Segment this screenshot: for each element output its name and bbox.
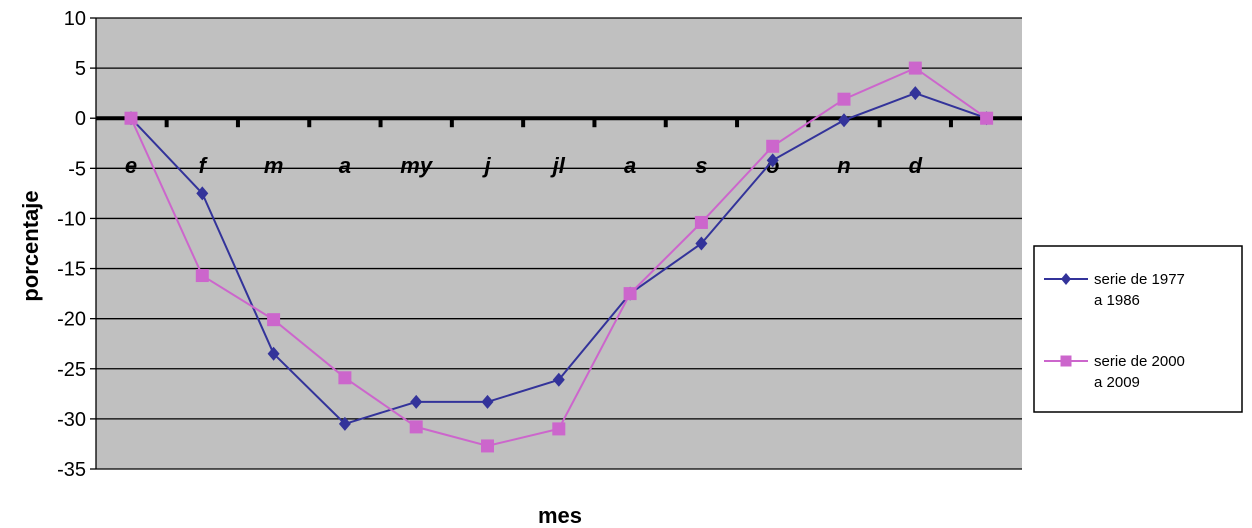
- legend-item-1: serie de 1977 a 1986: [1044, 271, 1185, 309]
- y-tick-label: -15: [57, 259, 86, 281]
- data-point: [908, 61, 922, 75]
- x-category-label: my: [400, 153, 434, 178]
- y-tick-label: 5: [75, 58, 86, 80]
- x-category-label: d: [909, 153, 923, 178]
- data-point: [909, 86, 922, 101]
- x-category-label: m: [264, 153, 284, 178]
- y-tick-label: -25: [57, 359, 86, 381]
- legend-marker: [1061, 273, 1071, 285]
- data-point: [338, 371, 352, 385]
- data-point: [980, 111, 994, 125]
- y-tick-label: -10: [57, 208, 86, 230]
- legend-label-line: serie de 1977: [1094, 271, 1185, 288]
- y-axis: 10 5 0 -5 -10 -15 -20 -25 -30 -35: [57, 8, 97, 481]
- y-tick-label: -35: [57, 459, 86, 481]
- y-tick-label: -20: [57, 309, 86, 331]
- x-category-label: a: [339, 153, 351, 178]
- legend-label-line: a 2009: [1094, 374, 1140, 391]
- y-tick-label: -30: [57, 409, 86, 431]
- data-point: [267, 313, 281, 327]
- x-axis-title: mes: [538, 503, 582, 528]
- plot-area: [96, 18, 1022, 469]
- data-point: [837, 92, 851, 106]
- data-point: [552, 422, 566, 436]
- legend-label: serie de 2000 a 2009: [1094, 353, 1185, 391]
- data-point: [409, 420, 423, 434]
- legend: serie de 1977 a 1986 serie de 2000 a 2009: [1033, 245, 1243, 413]
- y-tick-label: 10: [64, 8, 86, 30]
- legend-label-line: a 1986: [1094, 292, 1140, 309]
- y-tick-label: -5: [68, 158, 86, 180]
- data-point: [267, 346, 280, 361]
- data-point: [338, 416, 351, 431]
- series-2: [124, 61, 994, 453]
- legend-marker: [1060, 355, 1072, 367]
- data-point: [410, 394, 423, 409]
- data-point: [196, 186, 209, 201]
- data-point: [552, 372, 565, 387]
- x-category-label: j: [481, 153, 491, 178]
- data-point: [124, 111, 138, 125]
- data-point: [623, 287, 637, 301]
- y-axis-title: porcentaje: [18, 190, 43, 301]
- x-category-label: jl: [550, 153, 566, 178]
- gridlines: [96, 17, 1022, 470]
- data-point: [766, 153, 779, 168]
- data-point: [838, 113, 850, 128]
- data-point: [481, 394, 494, 409]
- x-category-label: a: [624, 153, 636, 178]
- data-point: [481, 439, 494, 453]
- legend-label-line: serie de 2000: [1094, 353, 1185, 370]
- y-tick-label: 0: [75, 108, 86, 130]
- data-point: [766, 139, 780, 153]
- x-category-label: e: [125, 153, 137, 178]
- x-category-label: n: [837, 153, 850, 178]
- legend-box: [1033, 245, 1243, 413]
- data-point: [195, 269, 209, 283]
- legend-item-2: serie de 2000 a 2009: [1044, 353, 1185, 391]
- data-point: [695, 236, 708, 251]
- legend-label: serie de 1977 a 1986: [1094, 271, 1185, 309]
- data-point: [694, 215, 708, 229]
- series-layer: [124, 61, 994, 453]
- x-category-label: f: [199, 153, 209, 178]
- x-category-label: s: [695, 153, 707, 178]
- series-1: [125, 86, 993, 431]
